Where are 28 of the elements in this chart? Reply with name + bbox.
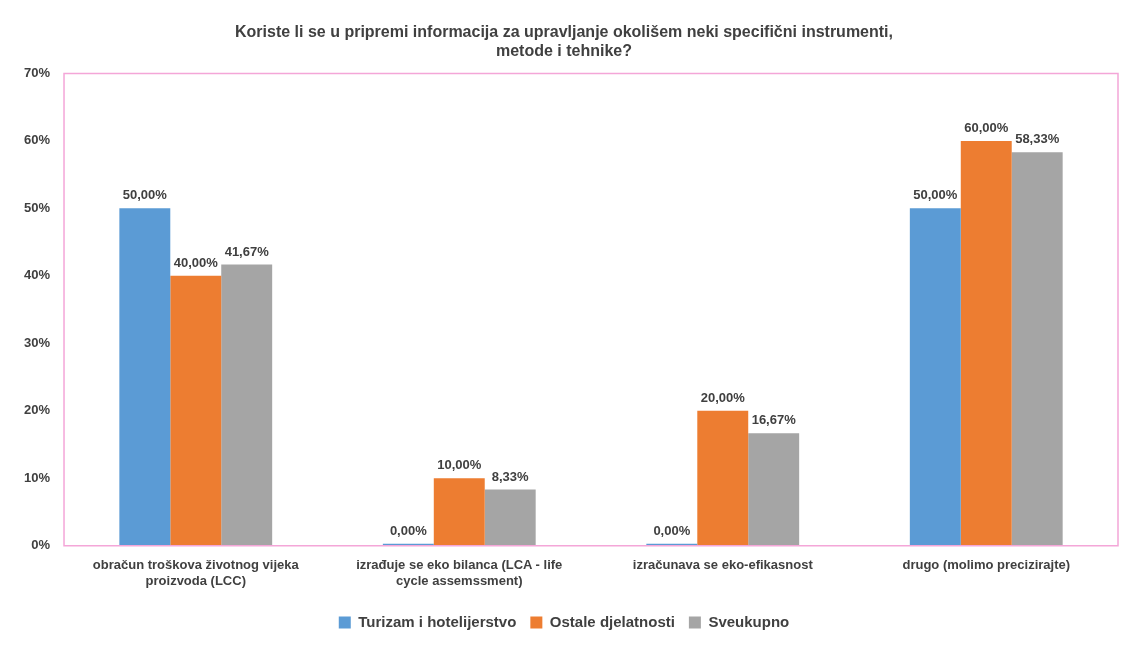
data-label: 60,00%: [964, 119, 1009, 135]
data-label: 16,67%: [751, 412, 797, 428]
legend-label: Sveukupno: [708, 612, 790, 630]
x-tick-label: obračun troškova životnog vijeka proizvoda (LCC): [92, 557, 300, 588]
data-label: 40,00%: [173, 254, 219, 270]
y-tick-label: 10%: [23, 469, 51, 485]
data-label: 10,00%: [437, 457, 482, 473]
data-label: 41,67%: [224, 243, 270, 259]
data-label: 58,33%: [1015, 131, 1060, 147]
data-label: 50,00%: [913, 187, 958, 203]
y-tick-label: 40%: [23, 267, 51, 283]
data-label: 20,00%: [700, 389, 746, 405]
y-tick-label: 0%: [31, 537, 51, 553]
legend-label: Turizam i hotelijerstvo: [358, 612, 517, 630]
y-tick-label: 50%: [23, 199, 51, 215]
data-label: 8,33%: [491, 468, 530, 484]
data-label: 0,00%: [653, 522, 691, 538]
data-label: 50,00%: [122, 187, 168, 203]
y-tick-label: 30%: [23, 334, 51, 350]
x-tick-label: izrađuje se eko bilanca (LCA - life cycle assemssment): [356, 557, 563, 588]
legend-label: Ostale djelatnosti: [549, 612, 675, 630]
chart-title: Koriste li se u pripremi informacija za upravljanje okolišem neki specifični instrumenti, metode i tehnike?: [235, 23, 893, 60]
x-tick-label: drugo (molimo precizirajte): [902, 557, 1071, 573]
y-tick-label: 20%: [23, 402, 51, 418]
x-tick-label: izračunava se eko-efikasnost: [632, 557, 814, 573]
y-tick-label: 60%: [23, 132, 51, 148]
data-label: 0,00%: [389, 522, 428, 538]
y-tick-label: 70%: [23, 64, 51, 80]
